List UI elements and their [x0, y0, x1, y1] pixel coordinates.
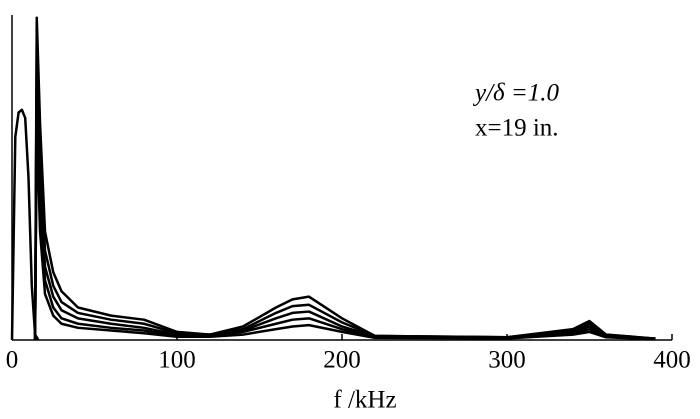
x-axis-label: f /kHz [333, 387, 396, 414]
spectrum-line [33, 122, 656, 341]
spectrum-line [33, 95, 656, 341]
x-tick-label: 400 [653, 347, 691, 374]
spectrum-line [33, 67, 656, 341]
spectrum-line [33, 16, 656, 341]
annotation: y/δ =1.0 [472, 80, 560, 107]
x-tick-label: 0 [6, 347, 19, 374]
spectrum-line [33, 40, 656, 341]
x-tick-label: 300 [488, 347, 526, 374]
x-tick-label: 200 [323, 347, 361, 374]
x-tick-label: 100 [158, 347, 196, 374]
annotation: x=19 in. [475, 115, 559, 142]
